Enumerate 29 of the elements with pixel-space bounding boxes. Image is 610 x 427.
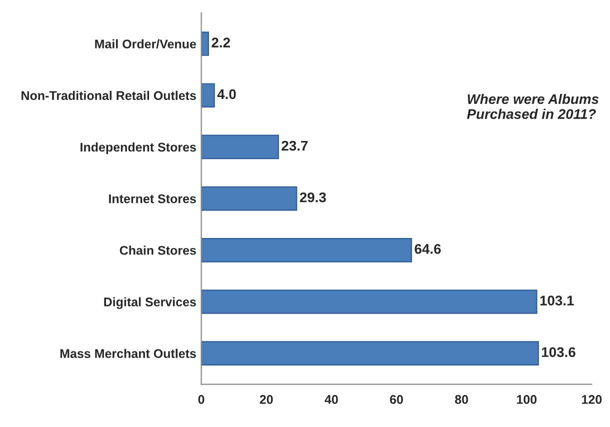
- y-tick-label: Internet Stores: [109, 194, 196, 204]
- bar: [201, 341, 539, 366]
- data-label: 29.3: [300, 192, 326, 202]
- y-tick-label: Mass Merchant Outlets: [60, 348, 196, 358]
- x-tick-label: 120: [582, 395, 602, 404]
- x-tick-label: 60: [390, 395, 403, 404]
- bar: [201, 290, 538, 314]
- annotation: Where were Albums Purchased in 2011?: [467, 94, 599, 119]
- y-tick-label: Mail Order/Venue: [95, 39, 196, 49]
- bar: [201, 83, 215, 108]
- bar: [201, 32, 210, 56]
- data-label: 64.6: [414, 244, 441, 254]
- y-tick-label: Digital Services: [104, 297, 196, 309]
- y-tick-label: Non-Traditional Retail Outlets: [22, 90, 196, 100]
- x-tick-label: 80: [455, 395, 468, 404]
- bar: [201, 238, 412, 262]
- x-tick-label: 20: [260, 395, 273, 404]
- data-label: 103.6: [542, 347, 576, 358]
- y-tick-label: Independent Stores: [80, 142, 196, 154]
- data-label: 23.7: [282, 140, 308, 151]
- x-tick-label: 100: [516, 395, 537, 404]
- x-tick-label: 0: [198, 395, 204, 404]
- bar: [201, 134, 279, 160]
- data-label: 2.2: [212, 38, 230, 48]
- bar: [201, 186, 298, 211]
- data-label: 103.1: [540, 296, 574, 306]
- data-label: 4.0: [217, 89, 236, 100]
- y-tick-label: Chain Stores: [120, 246, 196, 255]
- x-tick-label: 40: [324, 395, 338, 404]
